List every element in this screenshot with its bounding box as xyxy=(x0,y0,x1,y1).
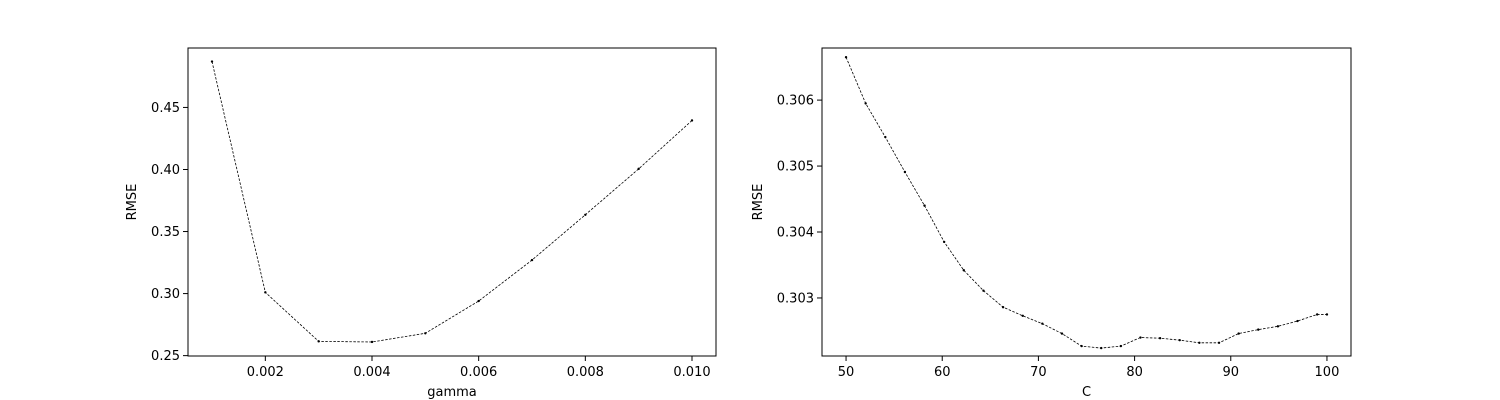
plot-frame xyxy=(187,47,717,357)
y-tick-label: 0.25 xyxy=(151,349,180,364)
y-tick-label: 0.305 xyxy=(777,160,814,175)
data-point xyxy=(584,213,587,216)
x-axis-label: C xyxy=(1082,385,1091,400)
x-tick-label: 70 xyxy=(1030,365,1047,380)
data-point xyxy=(210,60,214,63)
y-tick-label: 0.35 xyxy=(151,225,180,240)
data-point xyxy=(1139,336,1142,339)
x-tick-label: 0.010 xyxy=(673,365,710,380)
series-line xyxy=(211,61,693,343)
plot-frame xyxy=(821,47,1352,357)
data-point xyxy=(982,289,985,292)
data-point xyxy=(923,204,926,207)
data-point xyxy=(1296,319,1299,323)
data-point xyxy=(424,332,427,335)
data-point xyxy=(844,56,848,59)
x-tick-label: 0.008 xyxy=(567,365,604,380)
data-point xyxy=(1178,338,1181,342)
chart-2: 50 60 70 80 90 100 0.303 0.304 0.305 0.306 C RMSE xyxy=(751,47,1352,400)
data-point xyxy=(1325,313,1329,316)
data-point xyxy=(1315,313,1319,316)
series-line xyxy=(845,57,1327,349)
data-point xyxy=(1001,305,1005,309)
x-axis-label: gamma xyxy=(427,385,477,400)
data-point xyxy=(1276,325,1280,328)
y-tick-label: 0.304 xyxy=(777,226,814,241)
x-tick-label: 0.006 xyxy=(460,365,497,380)
data-point xyxy=(1041,322,1044,325)
data-point xyxy=(1021,314,1024,317)
x-tick-label: 60 xyxy=(934,365,951,380)
data-point xyxy=(942,240,946,244)
data-point xyxy=(1257,328,1260,331)
data-point xyxy=(1198,341,1201,345)
x-tick-label: 100 xyxy=(1315,365,1340,380)
data-point xyxy=(1119,344,1123,348)
data-point xyxy=(1080,344,1083,348)
chart-1: 0.002 0.004 0.006 0.008 0.010 0.25 0.30 0.35 0.4… xyxy=(125,47,717,400)
y-axis-label: RMSE xyxy=(751,184,766,221)
data-point xyxy=(317,340,320,343)
y-tick-label: 0.40 xyxy=(151,163,180,178)
x-tick-label: 90 xyxy=(1222,365,1239,380)
data-point xyxy=(884,135,887,139)
data-point xyxy=(903,170,907,174)
x-tick-label: 50 xyxy=(838,365,855,380)
y-tick-label: 0.45 xyxy=(151,101,180,116)
x-tick-label: 80 xyxy=(1126,365,1143,380)
data-point xyxy=(690,119,694,122)
data-point xyxy=(1100,346,1103,350)
y-tick-label: 0.303 xyxy=(777,291,814,306)
x-tick-label: 0.004 xyxy=(353,365,390,380)
data-point xyxy=(530,258,534,262)
data-point xyxy=(864,102,867,105)
data-point xyxy=(370,340,374,344)
data-point xyxy=(1158,336,1162,340)
x-tick-label: 0.002 xyxy=(247,365,284,380)
data-point xyxy=(1237,332,1240,335)
y-tick-label: 0.30 xyxy=(151,287,180,302)
y-axis-label: RMSE xyxy=(125,184,140,221)
data-point xyxy=(637,167,640,171)
data-point xyxy=(264,291,267,294)
data-point xyxy=(1060,332,1064,335)
data-point xyxy=(962,269,965,272)
data-point xyxy=(477,299,480,303)
y-tick-label: 0.306 xyxy=(777,94,814,109)
data-point xyxy=(1217,341,1221,345)
